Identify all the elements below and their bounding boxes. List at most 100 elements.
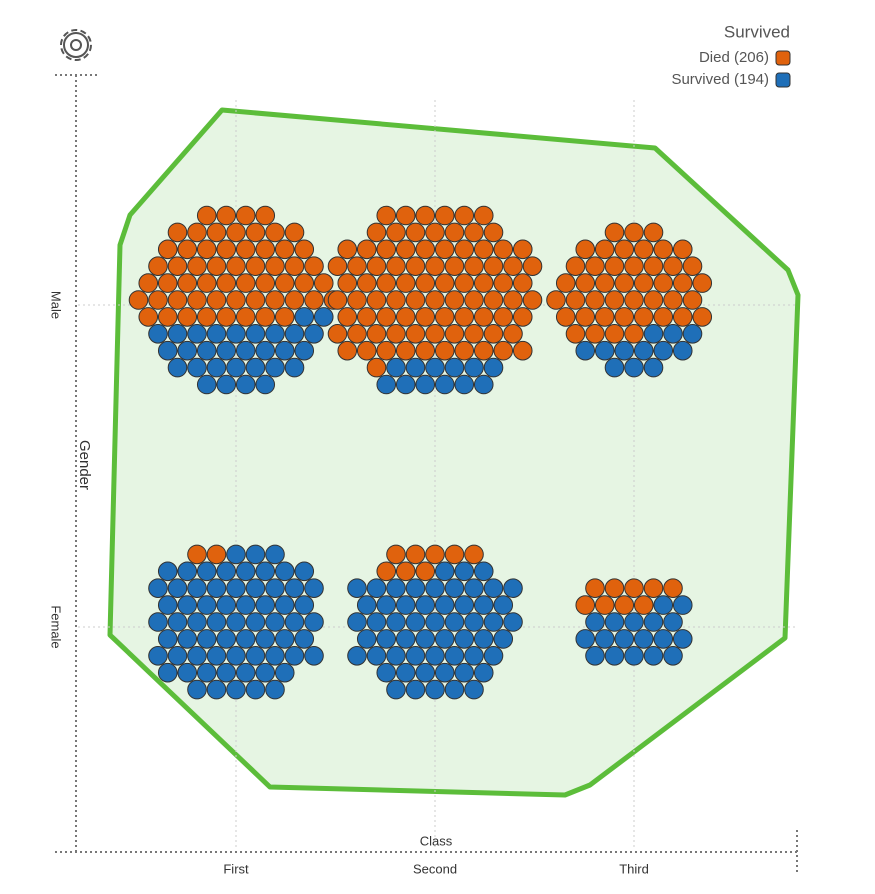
passenger-dot: [663, 612, 683, 632]
passenger-dot: [167, 612, 188, 632]
passenger-dot: [216, 273, 237, 293]
passenger-dot: [483, 646, 504, 666]
passenger-dot: [604, 612, 625, 632]
settings-icon[interactable]: [60, 29, 92, 61]
passenger-dot: [604, 290, 625, 310]
passenger-dot: [245, 544, 266, 565]
passenger-dot: [464, 578, 484, 599]
passenger-dot: [274, 273, 295, 293]
passenger-dot: [255, 629, 276, 649]
passenger-dot: [216, 629, 237, 649]
passenger-dot: [347, 290, 367, 310]
passenger-dot: [614, 629, 635, 649]
passenger-dot: [624, 324, 644, 344]
passenger-dot: [503, 290, 523, 310]
passenger-dot: [594, 273, 615, 293]
passenger-dot: [294, 595, 315, 615]
passenger-dot: [265, 290, 285, 310]
passenger-dot: [167, 290, 188, 310]
passenger-dot: [555, 273, 576, 293]
passenger-dot: [366, 256, 387, 277]
passenger-dot: [425, 578, 445, 599]
passenger-dot: [284, 357, 305, 378]
passenger-dot: [653, 340, 674, 361]
passenger-dot: [216, 340, 237, 361]
y-tick-label: Male: [49, 291, 64, 319]
passenger-dot: [444, 679, 465, 700]
passenger-dot: [405, 324, 426, 344]
passenger-dot: [682, 256, 703, 277]
passenger-dot: [594, 239, 615, 260]
passenger-dot: [216, 374, 237, 395]
passenger-dot: [255, 595, 276, 615]
passenger-dot: [405, 256, 426, 277]
passenger-dot: [148, 578, 168, 599]
passenger-dot: [235, 374, 256, 395]
passenger-dot: [196, 629, 217, 649]
passenger-dot: [226, 256, 246, 277]
passenger-dot: [294, 239, 315, 260]
passenger-dot: [415, 273, 436, 293]
passenger-dot: [594, 629, 615, 649]
passenger-dot: [425, 324, 445, 344]
passenger-dot: [226, 679, 246, 700]
passenger-dot: [235, 239, 256, 260]
passenger-dot: [265, 578, 285, 599]
passenger-dot: [663, 578, 683, 599]
passenger-dot: [294, 273, 315, 293]
passenger-dot: [604, 256, 625, 277]
passenger-dot: [444, 578, 465, 599]
legend-label: Survived (194): [671, 71, 769, 88]
passenger-dot: [255, 340, 276, 361]
passenger-dot: [653, 239, 674, 260]
passenger-dot: [464, 256, 484, 277]
passenger-dot: [512, 273, 533, 293]
passenger-dot: [356, 595, 377, 615]
passenger-dot: [128, 290, 149, 310]
passenger-dot: [206, 612, 227, 632]
passenger-dot: [444, 256, 465, 277]
passenger-dot: [643, 578, 664, 599]
passenger-dot: [503, 578, 523, 599]
passenger-dot: [653, 307, 674, 327]
passenger-dot: [216, 561, 237, 582]
passenger-dot: [386, 290, 406, 310]
passenger-dot: [265, 256, 285, 277]
passenger-dot: [682, 324, 703, 344]
passenger-dot: [555, 307, 576, 327]
passenger-dot: [206, 544, 227, 565]
passenger-dot: [604, 646, 625, 666]
legend-swatch: [775, 50, 791, 66]
passenger-dot: [148, 612, 168, 632]
passenger-dot: [692, 273, 713, 293]
passenger-dot: [633, 595, 654, 615]
passenger-dot: [395, 374, 416, 395]
passenger-dot: [503, 324, 523, 344]
passenger-dot: [376, 629, 397, 649]
passenger-dot: [663, 324, 683, 344]
passenger-dot: [187, 357, 207, 378]
passenger-dot: [395, 239, 416, 260]
passenger-dot: [304, 646, 324, 666]
passenger-dot: [206, 679, 227, 700]
passenger-dot: [464, 679, 484, 700]
passenger-dot: [356, 239, 377, 260]
passenger-dot: [157, 340, 178, 361]
passenger-dot: [493, 595, 514, 615]
passenger-dot: [226, 324, 246, 344]
passenger-dot: [663, 646, 683, 666]
passenger-dot: [294, 629, 315, 649]
passenger-dot: [206, 256, 227, 277]
passenger-dot: [167, 222, 188, 243]
passenger-dot: [493, 239, 514, 260]
passenger-dot: [405, 357, 426, 378]
passenger-dot: [196, 561, 217, 582]
passenger-dot: [454, 307, 475, 327]
passenger-dot: [624, 290, 644, 310]
passenger-dot: [148, 290, 168, 310]
passenger-dot: [473, 307, 494, 327]
passenger-dot: [425, 357, 445, 378]
passenger-dot: [206, 290, 227, 310]
passenger-dot: [206, 357, 227, 378]
passenger-dot: [415, 595, 436, 615]
